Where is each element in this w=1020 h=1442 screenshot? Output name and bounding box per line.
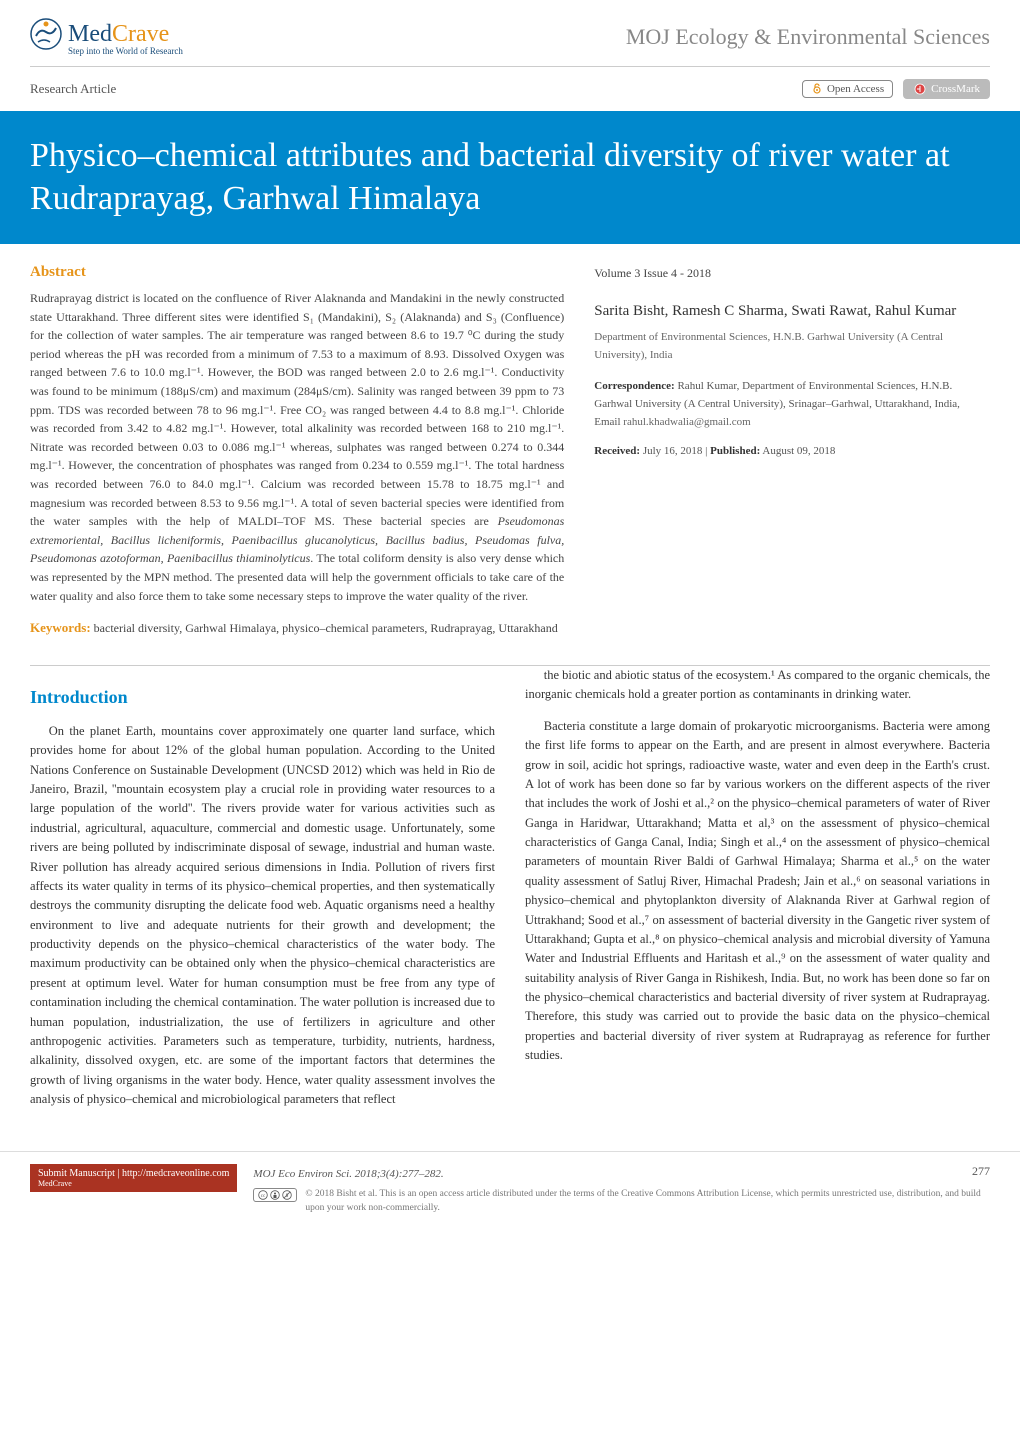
open-access-badge[interactable]: Open Access	[802, 80, 893, 98]
received-label: Received:	[594, 445, 640, 457]
correspondence-email[interactable]: rahul.khadwalia@gmail.com	[623, 416, 750, 428]
abstract-text-main: Rudraprayag district is located on the c…	[30, 291, 564, 528]
intro-paragraph-2: the biotic and abiotic status of the eco…	[525, 666, 990, 705]
citation: MOJ Eco Environ Sci. 2018;3(4):277‒282.	[253, 1168, 443, 1180]
published-date: August 09, 2018	[760, 445, 835, 457]
published-label: Published:	[710, 445, 760, 457]
correspondence-label: Correspondence:	[594, 380, 674, 392]
cc-badge: cc $	[253, 1188, 297, 1202]
authors: Sarita Bisht, Ramesh C Sharma, Swati Raw…	[594, 299, 990, 323]
cc-icon: cc	[258, 1190, 268, 1200]
body-column-right: the biotic and abiotic status of the eco…	[525, 666, 990, 1121]
license-row: cc $ © 2018 Bisht et al. This is an open…	[253, 1188, 990, 1215]
article-title: Physico–chemical attributes and bacteria…	[0, 111, 1020, 244]
received-date: July 16, 2018 |	[640, 445, 710, 457]
open-access-label: Open Access	[827, 83, 884, 95]
submit-label: Submit Manuscript	[38, 1168, 115, 1179]
body-column-left: Introduction On the planet Earth, mounta…	[30, 666, 495, 1121]
abstract-column: Abstract Rudraprayag district is located…	[30, 264, 564, 637]
badges: Open Access CrossMark	[802, 79, 990, 99]
license-text: © 2018 Bisht et al. This is an open acce…	[305, 1188, 990, 1215]
keywords-text: bacterial diversity, Garhwal Himalaya, p…	[91, 621, 558, 635]
logo-tagline: Step into the World of Research	[68, 46, 183, 56]
submit-block: Submit Manuscript | http://medcraveonlin…	[30, 1164, 237, 1192]
submit-manuscript-button[interactable]: Submit Manuscript | http://medcraveonlin…	[30, 1164, 237, 1192]
footer: Submit Manuscript | http://medcraveonlin…	[0, 1151, 1020, 1233]
logo-text-crave: Crave	[112, 21, 169, 47]
introduction-heading: Introduction	[30, 684, 495, 712]
sidebar-column: Volume 3 Issue 4 - 2018 Sarita Bisht, Ra…	[594, 264, 990, 637]
intro-paragraph-1: On the planet Earth, mountains cover app…	[30, 722, 495, 1110]
volume-issue: Volume 3 Issue 4 - 2018	[594, 264, 990, 283]
submit-url: | http://medcraveonline.com	[115, 1168, 229, 1179]
abstract-heading: Abstract	[30, 264, 564, 281]
body-columns: Introduction On the planet Earth, mounta…	[0, 666, 1020, 1141]
journal-name: MOJ Ecology & Environmental Sciences	[626, 24, 990, 50]
correspondence-block: Correspondence: Rahul Kumar, Department …	[594, 378, 990, 431]
abstract-sidebar-row: Abstract Rudraprayag district is located…	[0, 244, 1020, 657]
correspondence-email-label: Email	[594, 416, 623, 428]
crossmark-icon	[913, 82, 927, 96]
svg-text:cc: cc	[261, 1194, 266, 1199]
logo-block: MedCrave Step into the World of Research	[30, 18, 183, 56]
abstract-text: Rudraprayag district is located on the c…	[30, 289, 564, 605]
medcrave-logo-icon	[30, 18, 62, 50]
by-icon	[270, 1190, 280, 1200]
header-bar: MedCrave Step into the World of Research…	[0, 0, 1020, 66]
open-access-icon	[811, 83, 823, 95]
affiliation: Department of Environmental Sciences, H.…	[594, 329, 990, 364]
keywords-label: Keywords:	[30, 620, 91, 635]
nc-icon: $	[282, 1190, 292, 1200]
intro-paragraph-3: Bacteria constitute a large domain of pr…	[525, 717, 990, 1066]
keywords-block: Keywords: bacterial diversity, Garhwal H…	[30, 619, 564, 637]
citation-area: MOJ Eco Environ Sci. 2018;3(4):277‒282. …	[253, 1164, 990, 1215]
crossmark-badge[interactable]: CrossMark	[903, 79, 990, 99]
logo-text: MedCrave	[68, 21, 169, 48]
submit-sub: MedCrave	[38, 1179, 229, 1188]
page-number: 277	[972, 1164, 990, 1179]
meta-row: Research Article Open Access CrossMark	[0, 67, 1020, 111]
logo-text-med: Med	[68, 21, 112, 47]
dates-block: Received: July 16, 2018 | Published: Aug…	[594, 443, 990, 461]
article-type: Research Article	[30, 81, 116, 97]
crossmark-label: CrossMark	[931, 83, 980, 95]
